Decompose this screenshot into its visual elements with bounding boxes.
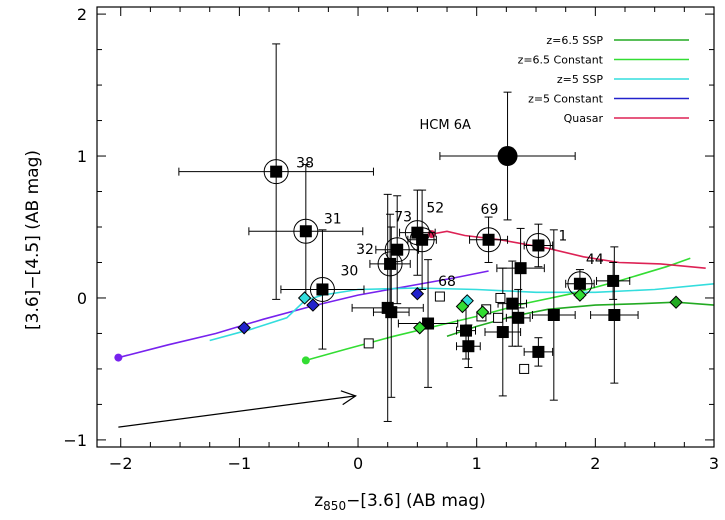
circled-source-38-label: 38 — [296, 156, 314, 172]
filled-square-1 — [506, 297, 519, 310]
circled-source-1-marker — [532, 239, 545, 252]
diamond-9 — [669, 295, 683, 309]
legend-label-0: z=6.5 SSP — [546, 34, 603, 47]
circled-source-1-ring — [525, 232, 551, 258]
legend-label-1: z=6.5 Constant — [518, 54, 604, 67]
point-labels: 38 31 30 32 73 52 68 69 1 44 HCM 6A — [296, 118, 604, 290]
y-tick-label-3: 2 — [77, 5, 87, 24]
filled-square-10 — [385, 306, 398, 319]
filled-square-5 — [460, 324, 473, 337]
diamond-5 — [413, 321, 427, 335]
circled-source-32-ring — [377, 251, 403, 277]
open-square-5 — [519, 363, 530, 374]
track-0 — [118, 270, 489, 359]
x-tick-label-3: 1 — [472, 454, 482, 473]
circled-source-44-marker — [573, 277, 586, 290]
x-axis-label: z850−[3.6] (AB mag) — [314, 491, 486, 513]
circled-source-31-ring — [293, 218, 319, 244]
x-tick-label-4: 2 — [590, 454, 600, 473]
track-start-dot-2 — [301, 356, 310, 365]
circled-source-73-ring — [384, 237, 410, 263]
track-2 — [305, 257, 691, 362]
x-axis-label-base: z — [314, 491, 323, 511]
filled-square-8 — [608, 309, 621, 321]
circled-source-73-marker — [391, 243, 404, 256]
legend-label-3: z=5 Constant — [528, 93, 604, 106]
circled-source-30-marker — [316, 283, 329, 296]
circled-source-69-label: 69 — [481, 202, 499, 218]
hcm6a-marker — [497, 146, 518, 167]
hcm6a-label: HCM 6A — [420, 118, 471, 133]
filled-square-6 — [532, 345, 545, 358]
x-tick-label-1: −1 — [228, 454, 252, 473]
circled-source-52-label: 52 — [426, 201, 444, 217]
plot-frame — [96, 6, 715, 448]
model-tracks — [114, 230, 715, 365]
y-tick-label-1: 0 — [77, 289, 87, 308]
x-tick-label-0: −2 — [109, 454, 133, 473]
reddening-arrow — [118, 395, 356, 428]
x-axis-label-subscript: 850 — [323, 499, 346, 513]
filled-square-7 — [547, 309, 560, 321]
open-square-0 — [363, 338, 374, 349]
filled-square-4 — [462, 340, 475, 353]
open-square-1 — [434, 291, 445, 302]
circled-source-44-label: 44 — [586, 252, 604, 268]
circled-source-69-ring — [476, 227, 502, 253]
circled-source-30-label: 30 — [340, 263, 358, 279]
track-4 — [431, 230, 706, 269]
y-tick-label-0: −1 — [63, 431, 87, 450]
circled-source-38-marker — [270, 165, 283, 178]
reddening-arrow-head — [340, 390, 357, 406]
diamond-3 — [297, 291, 312, 305]
y-tick-label-2: 1 — [77, 147, 87, 166]
diamond-6 — [455, 299, 470, 314]
track-start-dot-0 — [114, 353, 123, 362]
open-square-6 — [495, 292, 506, 303]
filled-square-12 — [514, 262, 527, 275]
filled-square-11 — [422, 317, 435, 330]
open-square-4 — [493, 312, 504, 323]
x-axis-label-rest: −[3.6] (AB mag) — [346, 491, 486, 511]
diamond-8 — [573, 288, 587, 302]
y-axis-label: [3.6]−[4.5] (AB mag) — [23, 150, 43, 330]
circled-source-38-ring — [263, 159, 289, 185]
axes-frame — [96, 6, 715, 448]
x-tick-label-5: 3 — [709, 454, 719, 473]
circled-source-68-marker — [416, 233, 429, 246]
data-points — [118, 146, 683, 428]
circled-source-69-marker — [482, 233, 495, 246]
legend: z=6.5 SSP z=6.5 Constant z=5 SSP z=5 Consta… — [518, 34, 689, 125]
filled-square-0 — [607, 274, 620, 287]
axis-ticks: −2 −1 0 1 2 3 −1 0 1 2 — [63, 5, 719, 473]
diamond-2 — [410, 287, 425, 301]
legend-label-4: Quasar — [564, 112, 604, 125]
circled-source-1-label: 1 — [558, 228, 567, 244]
legend-label-2: z=5 SSP — [557, 73, 603, 86]
circled-source-31-marker — [299, 225, 312, 238]
diamond-0 — [237, 321, 251, 335]
circled-source-68-label: 68 — [438, 274, 456, 290]
circled-source-30-ring — [309, 276, 335, 302]
diamond-1 — [306, 298, 320, 312]
circled-source-68-ring — [409, 227, 435, 253]
circled-source-73-label: 73 — [394, 210, 412, 226]
circled-source-31-label: 31 — [324, 211, 342, 227]
circled-source-32-label: 32 — [356, 242, 374, 258]
circled-source-32-marker — [384, 257, 397, 270]
diamond-7 — [475, 305, 490, 319]
x-tick-label-2: 0 — [353, 454, 363, 473]
filled-square-3 — [496, 326, 509, 339]
filled-square-2 — [512, 311, 525, 324]
